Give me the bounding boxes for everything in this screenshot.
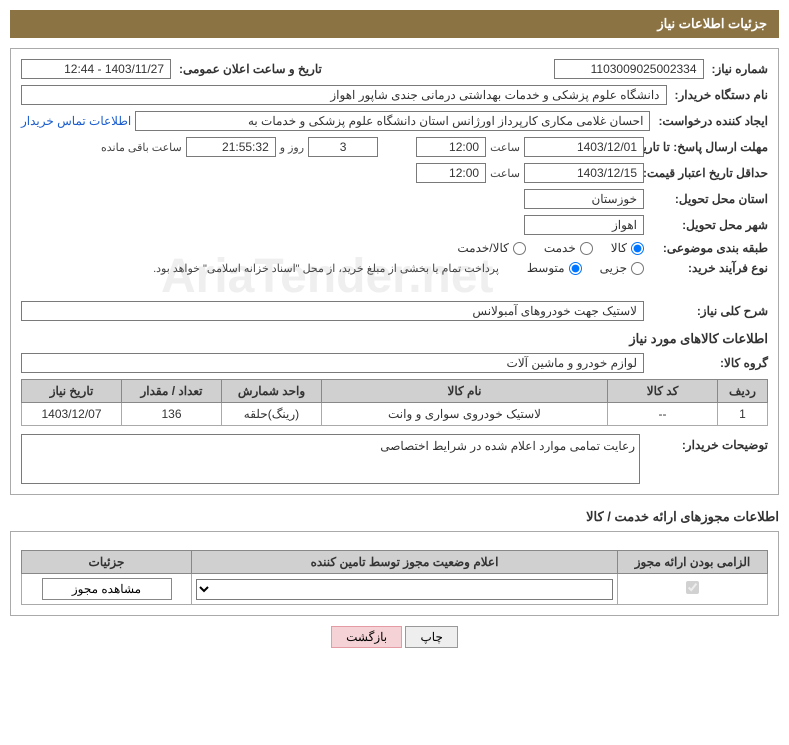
td-status	[192, 574, 618, 605]
classification-label: طبقه بندی موضوعی:	[648, 241, 768, 255]
row-classification: طبقه بندی موضوعی: کالا خدمت کالا/خدمت	[21, 241, 768, 255]
radio-both-input[interactable]	[513, 242, 526, 255]
td-name: لاستیک خودروی سواری و وانت	[322, 403, 608, 426]
price-validity-label: حداقل تاریخ اعتبار قیمت: تا تاریخ:	[648, 166, 768, 180]
row-delivery-city: شهر محل تحویل: اهواز	[21, 215, 768, 235]
license-table: الزامی بودن ارائه مجوز اعلام وضعیت مجوز …	[21, 550, 768, 605]
td-date: 1403/12/07	[22, 403, 122, 426]
th-details: جزئیات	[22, 551, 192, 574]
td-unit: (رینگ)حلقه	[222, 403, 322, 426]
row-delivery-province: استان محل تحویل: خوزستان	[21, 189, 768, 209]
goods-section-title: اطلاعات کالاهای مورد نیاز	[21, 331, 768, 347]
need-number-label: شماره نیاز:	[708, 62, 768, 76]
radio-khedmat[interactable]: خدمت	[544, 241, 593, 255]
announce-date-value: 1403/11/27 - 12:44	[21, 59, 171, 79]
row-goods-group: گروه کالا: لوازم خودرو و ماشین آلات	[21, 353, 768, 373]
th-status: اعلام وضعیت مجوز توسط تامین کننده	[192, 551, 618, 574]
row-need-number: شماره نیاز: 1103009025002334 تاریخ و ساع…	[21, 59, 768, 79]
view-license-button[interactable]: مشاهده مجوز	[42, 578, 172, 600]
license-row: مشاهده مجوز	[22, 574, 768, 605]
buyer-org-label: نام دستگاه خریدار:	[671, 88, 769, 102]
buyer-notes-row: توضیحات خریدار: رعایت تمامی موارد اعلام …	[21, 434, 768, 484]
delivery-province-value: خوزستان	[524, 189, 644, 209]
delivery-city-value: اهواز	[524, 215, 644, 235]
radio-medium-input[interactable]	[569, 262, 582, 275]
td-details: مشاهده مجوز	[22, 574, 192, 605]
td-qty: 136	[122, 403, 222, 426]
radio-medium[interactable]: متوسط	[527, 261, 582, 275]
buyer-notes-label: توضیحات خریدار:	[648, 434, 768, 484]
table-row: 1 -- لاستیک خودروی سواری و وانت (رینگ)حل…	[22, 403, 768, 426]
need-number-value: 1103009025002334	[554, 59, 704, 79]
row-deadline: مهلت ارسال پاسخ: تا تاریخ: 1403/12/01 سا…	[21, 137, 768, 157]
deadline-hour-label: ساعت	[490, 141, 520, 154]
radio-khedmat-input[interactable]	[580, 242, 593, 255]
delivery-province-label: استان محل تحویل:	[648, 192, 768, 206]
license-section-title: اطلاعات مجوزهای ارائه خدمت / کالا	[10, 509, 779, 525]
th-code: کد کالا	[608, 380, 718, 403]
buyer-notes-value: رعایت تمامی موارد اعلام شده در شرایط اخت…	[21, 434, 640, 484]
requester-value: احسان غلامی مکاری کارپرداز اورژانس استان…	[135, 111, 650, 131]
radio-kala-input[interactable]	[631, 242, 644, 255]
th-name: نام کالا	[322, 380, 608, 403]
goods-table-header-row: ردیف کد کالا نام کالا واحد شمارش تعداد /…	[22, 380, 768, 403]
deadline-days: 3	[308, 137, 378, 157]
radio-small[interactable]: جزیی	[600, 261, 644, 275]
delivery-city-label: شهر محل تحویل:	[648, 218, 768, 232]
status-select[interactable]	[196, 579, 613, 600]
general-desc-value: لاستیک جهت خودروهای آمبولانس	[21, 301, 644, 321]
buyer-org-value: دانشگاه علوم پزشکی و خدمات بهداشتی درمان…	[21, 85, 667, 105]
th-required: الزامی بودن ارائه مجوز	[618, 551, 768, 574]
required-checkbox	[686, 581, 699, 594]
row-price-validity: حداقل تاریخ اعتبار قیمت: تا تاریخ: 1403/…	[21, 163, 768, 183]
th-qty: تعداد / مقدار	[122, 380, 222, 403]
row-process-type: نوع فرآیند خرید: جزیی متوسط پرداخت تمام …	[21, 261, 768, 275]
classification-options: کالا خدمت کالا/خدمت	[457, 241, 644, 255]
goods-table: ردیف کد کالا نام کالا واحد شمارش تعداد /…	[21, 379, 768, 426]
goods-group-label: گروه کالا:	[648, 356, 768, 370]
details-panel: AriaTender.net شماره نیاز: 1103009025002…	[10, 48, 779, 495]
row-requester: ایجاد کننده درخواست: احسان غلامی مکاری ک…	[21, 111, 768, 131]
row-general-desc: شرح کلی نیاز: لاستیک جهت خودروهای آمبولا…	[21, 301, 768, 321]
print-button[interactable]: چاپ	[405, 626, 457, 648]
radio-both[interactable]: کالا/خدمت	[457, 241, 525, 255]
page-title: جزئیات اطلاعات نیاز	[657, 16, 767, 31]
announce-date-label: تاریخ و ساعت اعلان عمومی:	[175, 62, 322, 76]
price-validity-hour-label: ساعت	[490, 167, 520, 180]
back-button[interactable]: بازگشت	[331, 626, 402, 648]
price-validity-date: 1403/12/15	[524, 163, 644, 183]
td-required	[618, 574, 768, 605]
deadline-date: 1403/12/01	[524, 137, 644, 157]
deadline-remaining: 21:55:32	[186, 137, 276, 157]
th-unit: واحد شمارش	[222, 380, 322, 403]
deadline-hour: 12:00	[416, 137, 486, 157]
page-header: جزئیات اطلاعات نیاز	[10, 10, 779, 38]
license-panel: الزامی بودن ارائه مجوز اعلام وضعیت مجوز …	[10, 531, 779, 616]
th-date: تاریخ نیاز	[22, 380, 122, 403]
license-table-header-row: الزامی بودن ارائه مجوز اعلام وضعیت مجوز …	[22, 551, 768, 574]
button-row: چاپ بازگشت	[10, 626, 779, 648]
goods-group-value: لوازم خودرو و ماشین آلات	[21, 353, 644, 373]
process-type-note: پرداخت تمام یا بخشی از مبلغ خرید، از محل…	[153, 262, 499, 275]
price-validity-hour: 12:00	[416, 163, 486, 183]
td-code: --	[608, 403, 718, 426]
deadline-remaining-label: ساعت باقی مانده	[101, 141, 182, 154]
deadline-days-label: روز و	[280, 141, 304, 154]
requester-label: ایجاد کننده درخواست:	[654, 114, 768, 128]
th-row: ردیف	[718, 380, 768, 403]
buyer-contact-link[interactable]: اطلاعات تماس خریدار	[21, 114, 131, 128]
process-type-label: نوع فرآیند خرید:	[648, 261, 768, 275]
td-idx: 1	[718, 403, 768, 426]
radio-small-input[interactable]	[631, 262, 644, 275]
row-buyer-org: نام دستگاه خریدار: دانشگاه علوم پزشکی و …	[21, 85, 768, 105]
general-desc-label: شرح کلی نیاز:	[648, 304, 768, 318]
radio-kala[interactable]: کالا	[611, 241, 644, 255]
process-type-options: جزیی متوسط	[527, 261, 644, 275]
deadline-label: مهلت ارسال پاسخ: تا تاریخ:	[648, 140, 768, 154]
